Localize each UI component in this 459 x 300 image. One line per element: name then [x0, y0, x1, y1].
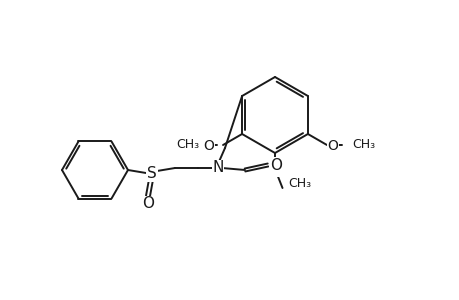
Text: N: N	[212, 160, 223, 175]
Text: O: O	[142, 196, 154, 211]
Text: CH₃: CH₃	[175, 139, 199, 152]
Text: O: O	[269, 162, 280, 176]
Text: O: O	[203, 139, 214, 153]
Text: S: S	[147, 167, 157, 182]
Text: O: O	[269, 158, 281, 172]
Text: CH₃: CH₃	[351, 139, 374, 152]
Text: CH₃: CH₃	[288, 178, 311, 190]
Text: O: O	[327, 139, 338, 153]
